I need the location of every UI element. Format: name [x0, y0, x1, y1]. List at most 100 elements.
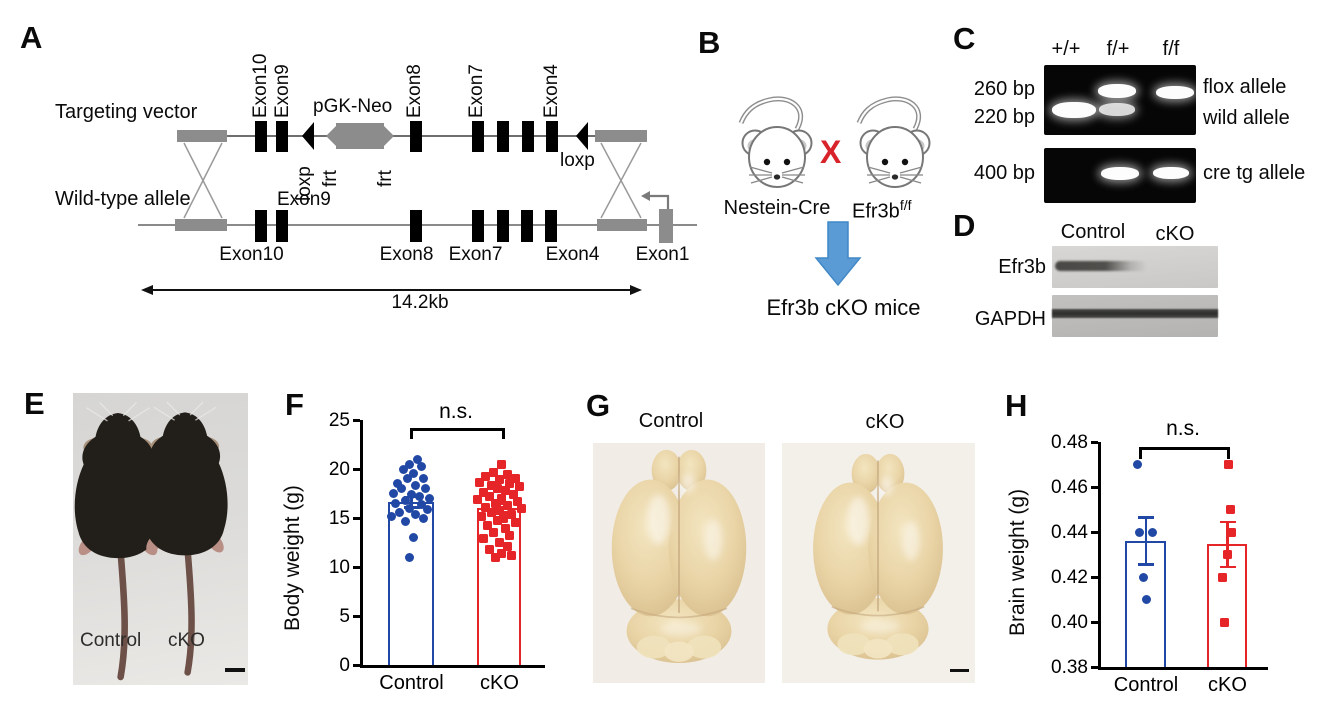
gel-band-cre-het	[1101, 167, 1139, 180]
parent2-superscript: f/f	[899, 197, 912, 213]
crossover-right-icon	[600, 142, 642, 219]
error-cap	[1138, 563, 1154, 566]
error-line	[1144, 517, 1148, 565]
y-tick-mark	[1091, 666, 1098, 669]
gel-band-cre-hom	[1153, 167, 1189, 179]
parent1-label: Nestein-Cre	[723, 197, 831, 219]
y-tick-mark	[1091, 531, 1098, 534]
targeting-vector-exons	[255, 121, 558, 152]
data-point	[413, 454, 422, 464]
category-label: Control	[1113, 674, 1179, 696]
data-point	[417, 461, 426, 471]
efr3b-band-control	[1055, 261, 1147, 271]
homology-arm-top-right	[595, 130, 647, 142]
data-point	[401, 495, 410, 505]
data-point	[1220, 617, 1229, 627]
loxp-left-icon	[302, 122, 314, 150]
data-point	[485, 544, 494, 554]
targeting-vector-label: Targeting vector	[55, 101, 198, 123]
homology-arm-bottom-right	[597, 219, 647, 231]
y-tick-mark	[353, 566, 360, 569]
data-point	[491, 552, 500, 562]
brain-photos-graphic	[593, 443, 975, 683]
down-arrow-icon	[814, 221, 862, 287]
exon8-bottom-label: Exon8	[379, 244, 434, 265]
mice-photo	[73, 393, 248, 685]
data-point	[503, 470, 512, 480]
brain-photo-control-label: Control	[638, 410, 704, 432]
pgk-neo-cassette	[336, 123, 384, 149]
error-line	[1226, 521, 1229, 567]
size-label-400: 400 bp	[973, 162, 1035, 184]
data-point	[405, 459, 414, 469]
y-tick-label: 0.38	[1051, 657, 1088, 678]
data-point	[1141, 595, 1151, 604]
significance-label: n.s.	[1166, 417, 1200, 440]
data-point	[493, 484, 502, 494]
data-point	[1218, 572, 1227, 582]
data-point	[409, 533, 418, 543]
y-tick-label: 20	[328, 459, 350, 480]
data-point	[387, 511, 396, 521]
scale-arrowhead-right-icon	[630, 285, 642, 295]
exon1-bottom-label: Exon1	[635, 244, 690, 265]
data-point	[513, 496, 522, 506]
data-point	[1138, 572, 1148, 582]
homology-arm-bottom-left	[175, 219, 227, 231]
breeding-scheme-graphic	[690, 20, 970, 287]
data-point	[511, 518, 520, 528]
panel-e-label: E	[24, 386, 45, 421]
data-point	[407, 489, 416, 499]
data-point	[415, 491, 424, 501]
wild-type-exons	[255, 210, 557, 242]
data-point	[483, 521, 492, 531]
data-point	[503, 500, 512, 510]
y-tick-label: 0.44	[1051, 522, 1088, 543]
genotyping-gel-top	[1044, 65, 1196, 135]
panel-a-label: A	[20, 20, 43, 55]
data-point	[479, 488, 488, 498]
data-point	[505, 531, 514, 541]
data-point	[505, 479, 514, 489]
mice-photo-cko-label: cKO	[168, 630, 205, 651]
crossover-left-icon	[183, 142, 223, 219]
data-point	[405, 503, 414, 513]
data-point	[417, 499, 426, 509]
panel-g-label: G	[586, 388, 611, 423]
wild-type-label: Wild-type allele	[55, 188, 191, 210]
data-point	[497, 493, 506, 503]
gel-band-flox-hom	[1156, 86, 1194, 99]
mice-scale-bar	[225, 668, 245, 672]
y-tick-label: 0.40	[1051, 612, 1088, 633]
data-point	[501, 486, 510, 496]
data-point	[419, 474, 428, 484]
sig-bracket	[410, 428, 502, 431]
data-point	[487, 481, 496, 491]
data-point	[509, 489, 518, 499]
data-point	[489, 468, 498, 478]
data-point	[473, 494, 482, 504]
data-point	[481, 472, 490, 482]
y-tick-mark	[353, 419, 360, 422]
gapdh-band	[1052, 309, 1218, 318]
scale-length-label: 14.2kb	[391, 292, 449, 313]
blot-col-control: Control	[1060, 221, 1126, 243]
exon9-wild-label: Exon9	[277, 189, 331, 210]
y-tick-label: 15	[328, 508, 350, 529]
gene-targeting-diagram	[138, 121, 697, 295]
promoter-arrow-icon	[648, 194, 670, 209]
y-tick-mark	[353, 517, 360, 520]
y-tick-mark	[353, 664, 360, 667]
data-point	[421, 484, 430, 494]
exon7-bottom-label: Exon7	[448, 244, 503, 265]
data-point	[1223, 550, 1232, 559]
blot-col-cko: cKO	[1155, 223, 1195, 245]
data-point	[405, 552, 414, 562]
error-line	[410, 496, 413, 508]
data-point	[1132, 460, 1142, 469]
x-axis-line	[360, 665, 545, 668]
sig-bracket-drop	[502, 428, 505, 439]
allele-label-flox: flox allele	[1203, 76, 1287, 98]
scale-arrowhead-left-icon	[141, 285, 153, 295]
